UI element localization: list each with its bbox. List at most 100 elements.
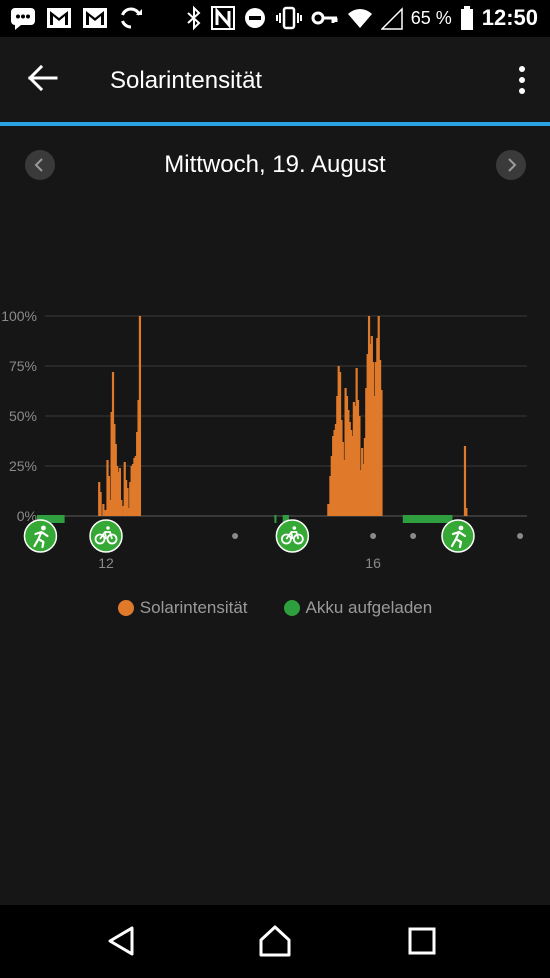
solar-bar [347, 410, 350, 516]
solar-bar [374, 362, 378, 516]
activity-marker [441, 519, 475, 553]
solar-bar [463, 446, 467, 516]
solar-bar [120, 500, 123, 516]
solar-bar [366, 354, 369, 516]
nfc-icon [210, 6, 235, 30]
solar-bar [118, 468, 122, 516]
solar-bar [130, 466, 133, 516]
clock: 12:50 [481, 5, 538, 30]
accent-divider [0, 122, 550, 126]
solar-bar [354, 406, 357, 516]
home-icon [259, 925, 291, 957]
do-not-disturb-icon [244, 8, 265, 28]
page-title: Solarintensität [110, 67, 263, 94]
wifi-icon [347, 9, 372, 29]
solar-bar [351, 436, 354, 516]
arrow-left-icon [27, 64, 58, 92]
charge-bar [274, 515, 277, 523]
solar-bar [377, 316, 380, 516]
solar-bar [362, 464, 365, 516]
solar-bar [134, 456, 137, 516]
solar-bar [117, 472, 120, 516]
system-nav-bar [0, 905, 550, 978]
nav-home-button[interactable] [257, 923, 293, 959]
notification-icons [10, 5, 144, 31]
solar-bar [137, 400, 140, 516]
solar-bar [136, 432, 139, 516]
solar-bar [99, 492, 102, 516]
running-icon [33, 525, 49, 549]
status-bar: 65 % 12:50 [0, 0, 550, 37]
solar-bar [111, 372, 115, 516]
triangle-back-icon [108, 926, 134, 956]
nav-recents-button[interactable] [404, 923, 440, 959]
timeline-dot [232, 533, 239, 539]
solar-bar [379, 360, 382, 516]
solar-bar [369, 344, 372, 516]
date-label: Mittwoch, 19. August [164, 151, 386, 178]
solar-bar [113, 424, 116, 516]
solar-bar [332, 436, 335, 516]
app-bar: Solarintensität [0, 37, 550, 122]
next-day-button[interactable] [496, 150, 526, 180]
vibrate-icon [275, 6, 302, 30]
solar-bar [341, 442, 344, 516]
system-icons: 65 % 12:50 [185, 3, 538, 33]
y-tick-label: 25% [9, 458, 37, 474]
solar-bar [106, 460, 109, 516]
solar-bar [110, 412, 113, 516]
running-icon [450, 525, 467, 549]
solar-bar [333, 430, 336, 516]
solar-bar [348, 422, 351, 516]
charge-bar [402, 515, 453, 523]
messages-icon [11, 8, 35, 30]
solar-bar [330, 456, 333, 516]
square-recents-icon [408, 927, 436, 955]
solar-bar [327, 504, 330, 516]
signal-icon [380, 7, 403, 30]
legend-swatch-charged [283, 600, 300, 616]
solar-intensity-chart: 0% 25% 50% 75% 100% 12 16 [1, 308, 527, 571]
previous-day-button[interactable] [25, 150, 55, 180]
y-tick-label: 50% [9, 408, 37, 424]
solar-bar [355, 368, 358, 516]
solar-bar [122, 506, 125, 516]
solar-bar [104, 510, 107, 516]
solar-bar [376, 338, 379, 516]
solar-bar [131, 464, 135, 516]
solar-bar [107, 476, 110, 516]
battery-percent: 65 % [410, 7, 452, 28]
solar-bar [344, 388, 347, 516]
overflow-menu-button[interactable] [516, 65, 528, 95]
solar-bar [334, 424, 338, 516]
solar-bar [343, 460, 346, 516]
solar-bar [102, 504, 105, 516]
chevron-left-icon [34, 158, 43, 172]
solar-bar [129, 482, 132, 516]
legend-swatch-solar [117, 600, 134, 616]
solar-bar [329, 476, 332, 516]
sync-icon [121, 7, 142, 29]
solar-bar [109, 500, 112, 516]
battery-icon [460, 6, 473, 30]
solar-bar [359, 470, 362, 516]
gmail-icon [83, 8, 107, 28]
solar-bar [373, 396, 376, 516]
solar-bar [338, 372, 342, 516]
x-tick-label: 12 [98, 555, 114, 571]
activity-marker [275, 519, 310, 553]
solar-bar [361, 448, 364, 516]
y-tick-label: 75% [9, 358, 37, 374]
solar-bar [126, 488, 129, 516]
timeline-dot [410, 533, 417, 539]
solar-bar [365, 388, 368, 516]
gmail-icon [47, 8, 71, 28]
bluetooth-icon [187, 5, 201, 31]
solar-bar [138, 316, 142, 516]
x-tick-label: 16 [365, 555, 381, 571]
nav-back-button[interactable] [104, 923, 140, 959]
activity-marker [23, 519, 58, 553]
solar-bar [340, 420, 343, 516]
back-button[interactable] [26, 61, 60, 95]
legend-label-solar: Solarintensität [139, 598, 248, 617]
